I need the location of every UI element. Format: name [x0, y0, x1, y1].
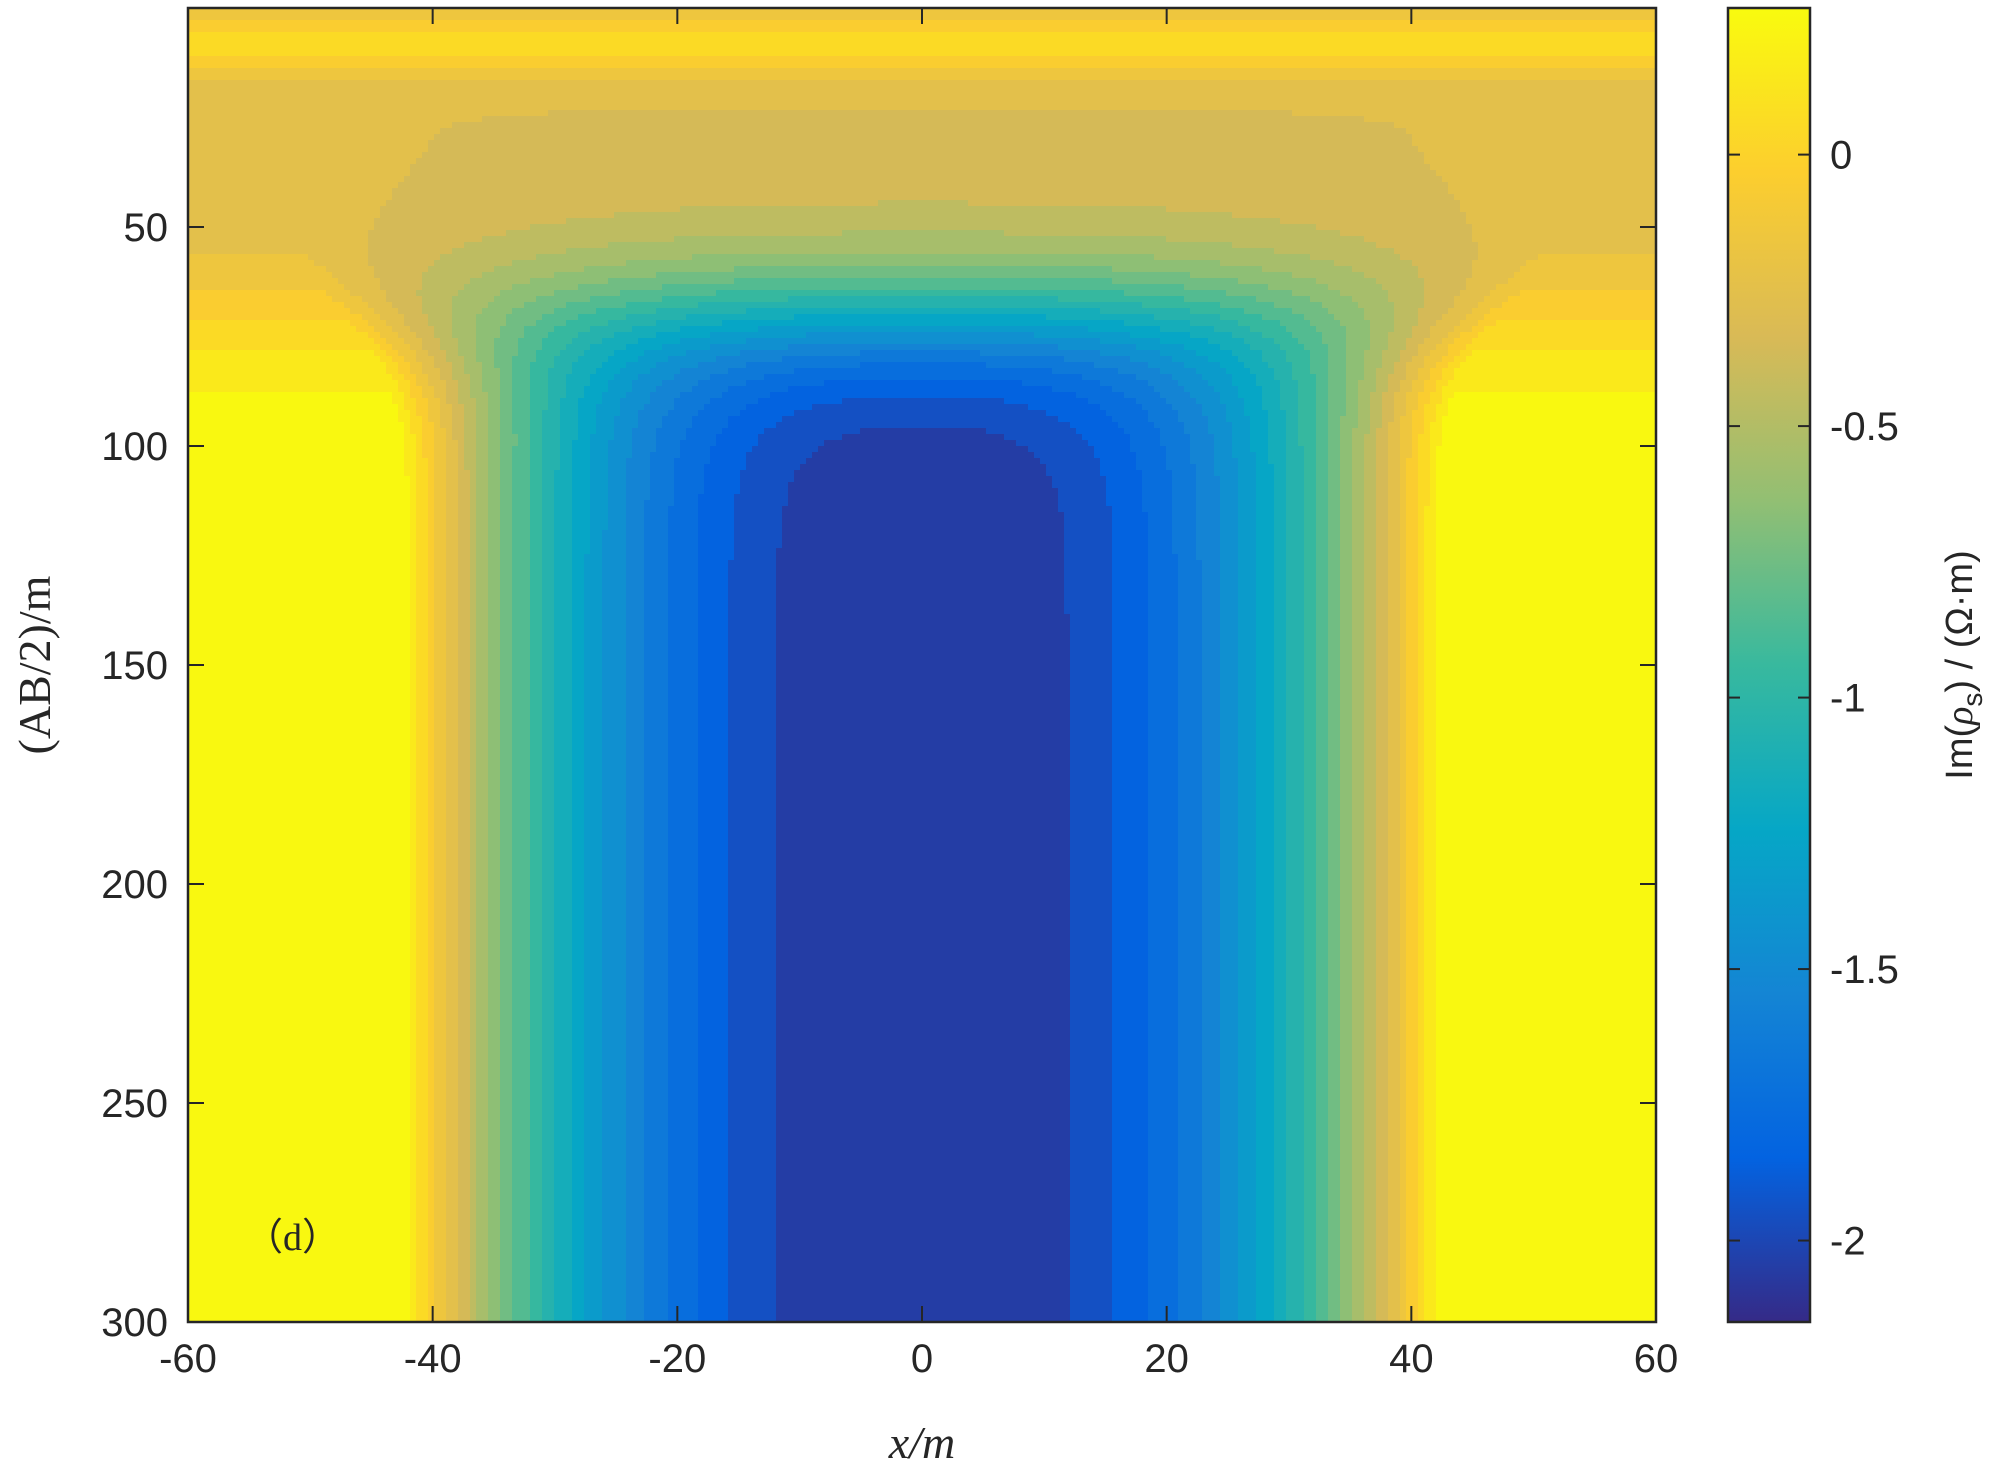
x-tick-label: -60 [159, 1337, 217, 1381]
y-tick-label: 100 [101, 425, 168, 469]
y-tick-label: 150 [101, 644, 168, 688]
y-tick-label: 200 [101, 863, 168, 907]
colorbar-ticks: 0 -0.5 -1 -1.5 -2 [1728, 134, 1899, 1264]
x-axis-ticks: -60 -40 -20 0 20 40 60 [159, 8, 1678, 1381]
x-tick-label: 20 [1144, 1337, 1189, 1381]
x-tick-label: 40 [1389, 1337, 1434, 1381]
x-tick-label: 0 [911, 1337, 933, 1381]
colorbar-label: Im(ρs) / (Ω·m) [1939, 550, 1988, 779]
colorbar [1728, 8, 1810, 1322]
contour-field [188, 8, 1656, 1322]
colorbar-frame [1726, 6, 1812, 1324]
y-axis-ticks: 50 100 150 200 250 300 [101, 206, 1656, 1345]
x-axis-label: x/m [888, 1417, 955, 1468]
panel-label: （d） [245, 1217, 340, 1259]
x-tick-label: 60 [1634, 1337, 1679, 1381]
y-axis-label: (AB/2)/m [9, 575, 60, 754]
colorbar-tick-label: -0.5 [1830, 405, 1899, 449]
colorbar-tick-label: -1 [1830, 677, 1866, 721]
x-tick-label: -40 [404, 1337, 462, 1381]
colorbar-tick-label: -2 [1830, 1220, 1866, 1264]
colorbar-tick-label: 0 [1830, 134, 1852, 178]
y-tick-label: 50 [124, 206, 169, 250]
x-tick-label: -20 [648, 1337, 706, 1381]
y-tick-label: 250 [101, 1082, 168, 1126]
colorbar-tick-label: -1.5 [1830, 948, 1899, 992]
y-tick-label: 300 [101, 1301, 168, 1345]
